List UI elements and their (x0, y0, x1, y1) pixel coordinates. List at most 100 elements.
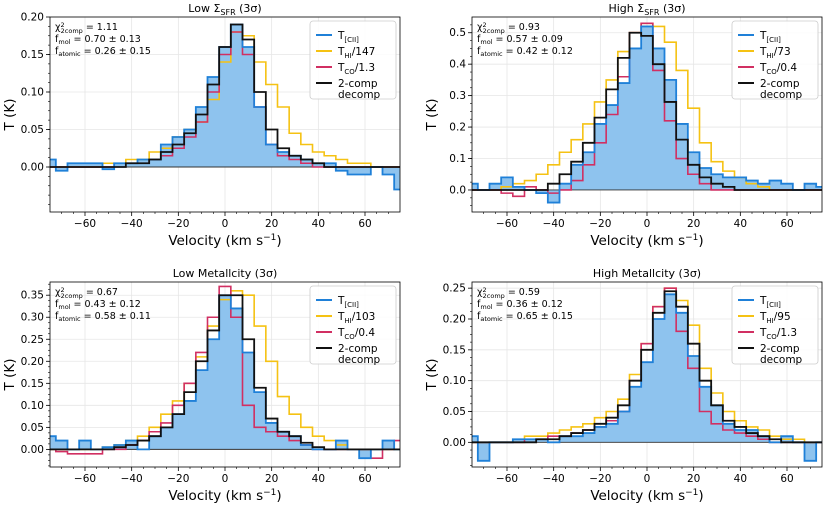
stats-text: fmol = 0.70 ± 0.13 (55, 34, 141, 46)
legend-label-hi: THI/147 (337, 46, 375, 60)
y-tick-label: 0.15 (21, 378, 44, 390)
y-tick-label: 0.10 (21, 400, 44, 412)
y-tick-label: 0.10 (443, 375, 466, 387)
x-axis-label: Velocity (km s−1) (590, 233, 703, 249)
legend-label-hi: THI/73 (759, 46, 791, 60)
x-axis-label: Velocity (km s−1) (168, 488, 281, 504)
stats-text: χ2 2comp = 0.67 (55, 286, 118, 300)
stats-text: fmol = 0.57 ± 0.09 (477, 34, 563, 46)
x-tick-label: 40 (734, 218, 747, 230)
y-tick-label: 0.25 (443, 283, 466, 295)
legend-box (309, 285, 397, 365)
cii-fill (472, 294, 822, 461)
y-tick-label: 0.15 (443, 344, 466, 356)
y-axis-label: T (K) (2, 99, 18, 132)
legend-label-co: TCO/0.4 (759, 62, 797, 76)
y-tick-label: 0.2 (449, 122, 466, 134)
legend-label-2comp: 2-comp (760, 343, 800, 355)
y-tick-label: 0.20 (21, 356, 44, 368)
series-2comp-line (472, 290, 822, 444)
y-axis-label: T (K) (2, 359, 18, 392)
x-tick-label: 20 (687, 218, 700, 230)
cii-fill (50, 295, 400, 459)
plot-area (50, 285, 400, 460)
x-tick-label: 20 (265, 473, 278, 485)
legend-box (731, 20, 819, 100)
x-tick-label: 60 (358, 473, 371, 485)
y-tick-label: 0.00 (21, 444, 44, 456)
x-tick-label: −20 (167, 473, 189, 485)
x-tick-label: 40 (734, 473, 747, 485)
y-axis-label: T (K) (424, 359, 440, 392)
y-tick-label: 0.05 (21, 422, 44, 434)
x-tick-label: −60 (496, 218, 518, 230)
plot-area (50, 23, 400, 191)
legend-label-cii: T[CII] (337, 30, 359, 44)
stats-text: χ2 2comp = 0.59 (477, 286, 540, 300)
series-2comp-line (50, 23, 400, 168)
stats-text: fatomic = 0.42 ± 0.12 (477, 46, 573, 58)
y-tick-label: 0.1 (449, 153, 466, 165)
stats-text: χ2 2comp = 1.11 (55, 21, 118, 35)
y-tick-label: 0.35 (21, 290, 44, 302)
x-tick-label: −60 (74, 473, 96, 485)
x-tick-label: 0 (644, 473, 651, 485)
legend-label-2comp-line2: decomp (338, 89, 381, 101)
y-tick-label: 0.20 (21, 12, 44, 24)
stats-text: fatomic = 0.58 ± 0.11 (55, 311, 151, 323)
y-tick-label: 0.25 (21, 334, 44, 346)
legend-label-2comp-line2: decomp (760, 89, 803, 101)
chart-title: High ΣSFR (3σ) (608, 2, 685, 17)
x-tick-label: −40 (543, 473, 565, 485)
x-tick-label: 20 (687, 473, 700, 485)
y-tick-label: 0.00 (21, 162, 44, 174)
y-tick-label: 0.15 (21, 49, 44, 61)
x-tick-label: 60 (780, 218, 793, 230)
legend-label-cii: T[CII] (337, 295, 359, 309)
legend-label-2comp-line2: decomp (760, 354, 803, 366)
x-tick-label: −40 (543, 218, 565, 230)
panel-low-metallicity: −60 −40 −20 0 20 40 60 0.00 0.05 0.10 0.15 0.20 0.25… (2, 267, 401, 504)
legend-label-hi: THI/103 (337, 311, 375, 325)
y-tick-label: 0.05 (21, 124, 44, 136)
y-axis-label: T (K) (424, 99, 440, 132)
chart-title: Low Metallcity (3σ) (173, 267, 278, 280)
stats-text: fatomic = 0.26 ± 0.15 (55, 46, 151, 58)
x-axis-label: Velocity (km s−1) (168, 233, 281, 249)
legend-label-co: TCO/0.4 (337, 327, 375, 341)
cii-fill (50, 24, 400, 190)
y-tick-label: 0.30 (21, 312, 44, 324)
x-tick-label: −20 (589, 218, 611, 230)
x-tick-label: −60 (74, 218, 96, 230)
legend-label-2comp-line2: decomp (338, 354, 381, 366)
legend-label-co: TCO/1.3 (337, 62, 375, 76)
y-tick-label: 0.00 (443, 437, 466, 449)
legend-label-2comp: 2-comp (760, 78, 800, 90)
legend-box (731, 285, 819, 365)
legend-label-2comp: 2-comp (338, 78, 378, 90)
y-tick-label: 0.3 (449, 90, 466, 102)
chart-title: Low ΣSFR (3σ) (188, 2, 261, 17)
x-tick-label: −20 (589, 473, 611, 485)
x-tick-label: 0 (222, 473, 229, 485)
x-tick-label: 20 (265, 218, 278, 230)
stats-text: fatomic = 0.65 ± 0.15 (477, 311, 573, 323)
legend-box (309, 20, 397, 100)
legend-label-hi: THI/95 (759, 311, 791, 325)
series-2comp-line (50, 294, 400, 451)
legend-label-2comp: 2-comp (338, 343, 378, 355)
legend-label-cii: T[CII] (759, 30, 781, 44)
y-tick-label: 0.5 (449, 27, 466, 39)
y-tick-label: 0.05 (443, 406, 466, 418)
stats-text: χ2 2comp = 0.93 (477, 21, 540, 35)
y-tick-label: 0.20 (443, 314, 466, 326)
x-tick-label: −60 (496, 473, 518, 485)
y-tick-label: 0.10 (21, 87, 44, 99)
panel-low-sfr: −60 −40 −20 0 20 40 60 0.00 0.05 0.10 0.15 0.20 Low … (2, 2, 401, 249)
legend-label-co: TCO/1.3 (759, 327, 797, 341)
x-axis-label: Velocity (km s−1) (590, 488, 703, 504)
y-tick-label: 0.4 (449, 59, 466, 71)
y-tick-label: 0.0 (449, 184, 466, 196)
plot-area (472, 287, 822, 462)
